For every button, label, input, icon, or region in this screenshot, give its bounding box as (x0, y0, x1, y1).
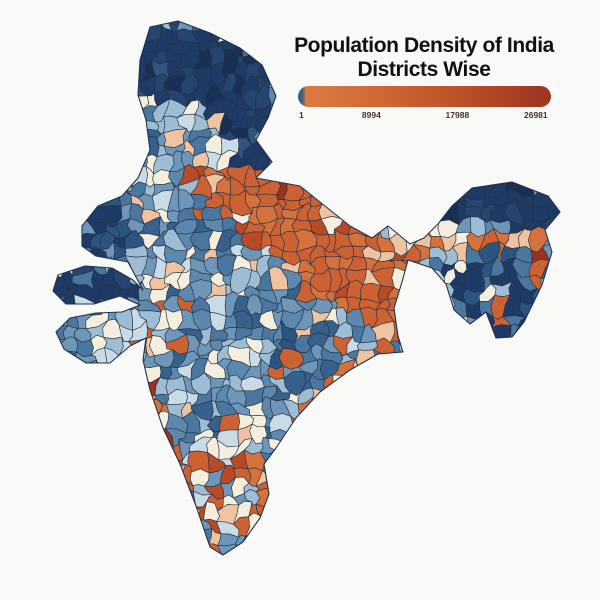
legend-tick-min: 1 (299, 110, 304, 120)
district-cell (138, 21, 162, 42)
district-cell (289, 416, 306, 434)
district-cell (491, 324, 512, 339)
district-cell (192, 543, 211, 555)
district-cell (241, 33, 257, 58)
district-cell (259, 515, 278, 535)
chart-title-line2: Districts Wise (357, 58, 491, 81)
district-cell (514, 325, 537, 340)
district-cell (53, 293, 67, 314)
legend-gradient-bar (298, 86, 551, 107)
district-cell (477, 167, 497, 186)
district-cell (217, 543, 237, 555)
legend-tick-2: 17988 (445, 110, 470, 120)
district-cell (268, 87, 291, 105)
chart-title-line1: Population Density of India (294, 34, 554, 57)
legend: 1 8994 17988 26981 (298, 86, 551, 122)
district-cell (150, 446, 174, 461)
legend-tick-1: 8994 (361, 110, 381, 120)
district-cell (510, 323, 519, 341)
district-cell (540, 277, 560, 290)
district-cell (508, 336, 520, 351)
legend-ticks: 1 8994 17988 26981 (298, 110, 551, 122)
legend-tick-max: 26981 (523, 110, 548, 120)
district-cell (191, 21, 208, 32)
district-cell (400, 351, 418, 364)
district-cell (255, 503, 279, 524)
india-outline (52, 20, 561, 556)
district-cell (191, 528, 213, 551)
chart-header: Population Density of India Districts Wi… (288, 34, 560, 82)
district-cell (219, 413, 240, 432)
district-cell (387, 351, 403, 368)
district-cell (61, 350, 77, 370)
district-cell (311, 397, 330, 422)
district-cell (491, 336, 512, 352)
district-cell (553, 216, 560, 230)
district-cell (143, 412, 161, 430)
